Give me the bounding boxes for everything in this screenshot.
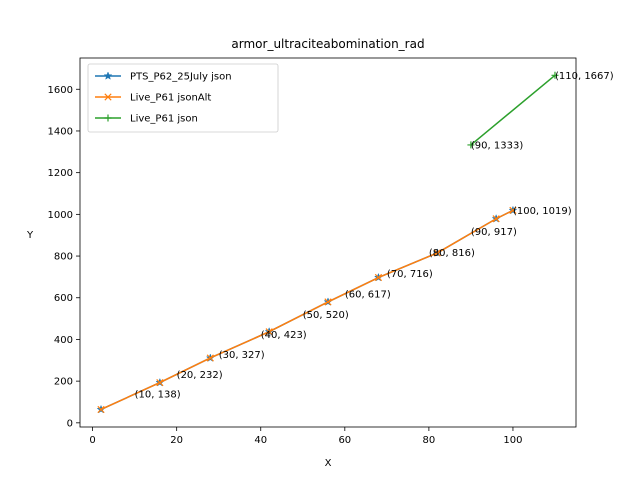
y-tick-label: 0 [67, 418, 73, 429]
y-tick-label: 1000 [48, 210, 73, 221]
legend-marker [104, 93, 112, 101]
legend-marker [104, 114, 112, 122]
x-axis-label: X [325, 458, 332, 469]
y-axis-label: Y [26, 230, 34, 241]
legend-label: PTS_P62_25July json [130, 72, 232, 83]
data-label: (10, 138) [135, 390, 181, 401]
y-tick-label: 200 [54, 377, 73, 388]
x-tick-label: 100 [503, 435, 522, 446]
data-label: (80, 816) [429, 248, 475, 259]
legend-item: Live_P61 json [95, 114, 198, 125]
x-tick-label: 0 [89, 435, 95, 446]
plot-frame [79, 57, 577, 428]
data-label: (110, 1667) [555, 71, 614, 82]
data-point [509, 206, 517, 215]
data-point [206, 354, 214, 362]
y-tick-label: 1400 [48, 126, 73, 137]
data-point [265, 328, 273, 336]
legend-label: Live_P61 json [130, 114, 198, 125]
data-label: (70, 716) [387, 269, 433, 280]
x-tick-label: 20 [170, 435, 183, 446]
data-label: (30, 327) [219, 350, 265, 361]
data-point [551, 71, 559, 79]
y-tick-label: 600 [54, 293, 73, 304]
y-tick-label: 400 [54, 335, 73, 346]
data-label: (20, 232) [177, 370, 223, 381]
data-point [492, 215, 500, 223]
data-point [156, 378, 164, 387]
data-label: (40, 423) [261, 330, 307, 341]
data-point [324, 298, 332, 306]
legend-box [87, 63, 279, 133]
series-1 [97, 206, 517, 414]
series-2 [467, 71, 559, 149]
legend-label: Live_P61 jsonAlt [130, 93, 211, 104]
data-label: (60, 617) [345, 290, 391, 301]
data-label: (90, 917) [471, 227, 517, 238]
y-tick-label: 1600 [48, 85, 73, 96]
chart-title: armor_ultraciteabomination_rad [231, 37, 424, 51]
data-point [467, 141, 475, 149]
x-tick-label: 80 [423, 435, 436, 446]
data-point [433, 249, 441, 257]
data-point [97, 405, 105, 414]
data-label: (50, 520) [303, 310, 349, 321]
legend-item: PTS_P62_25July json [95, 71, 232, 83]
plot-area: (10, 138) (20, 232) (30, 327) (40, 423) (50,… [96, 71, 614, 414]
legend-marker [103, 71, 113, 80]
data-label: (100, 1019) [513, 206, 572, 217]
data-label: (90, 1333) [471, 140, 523, 151]
y-tick-label: 1200 [48, 168, 73, 179]
data-point [374, 273, 383, 282]
x-tick-label: 40 [254, 435, 267, 446]
y-tick-label: 800 [54, 252, 73, 263]
legend: PTS_P62_25July json Live_P61 jsonAlt Live_… [87, 63, 279, 133]
x-tick-label: 60 [338, 435, 351, 446]
legend-item: Live_P61 jsonAlt [95, 93, 211, 104]
series-line [470, 74, 556, 146]
